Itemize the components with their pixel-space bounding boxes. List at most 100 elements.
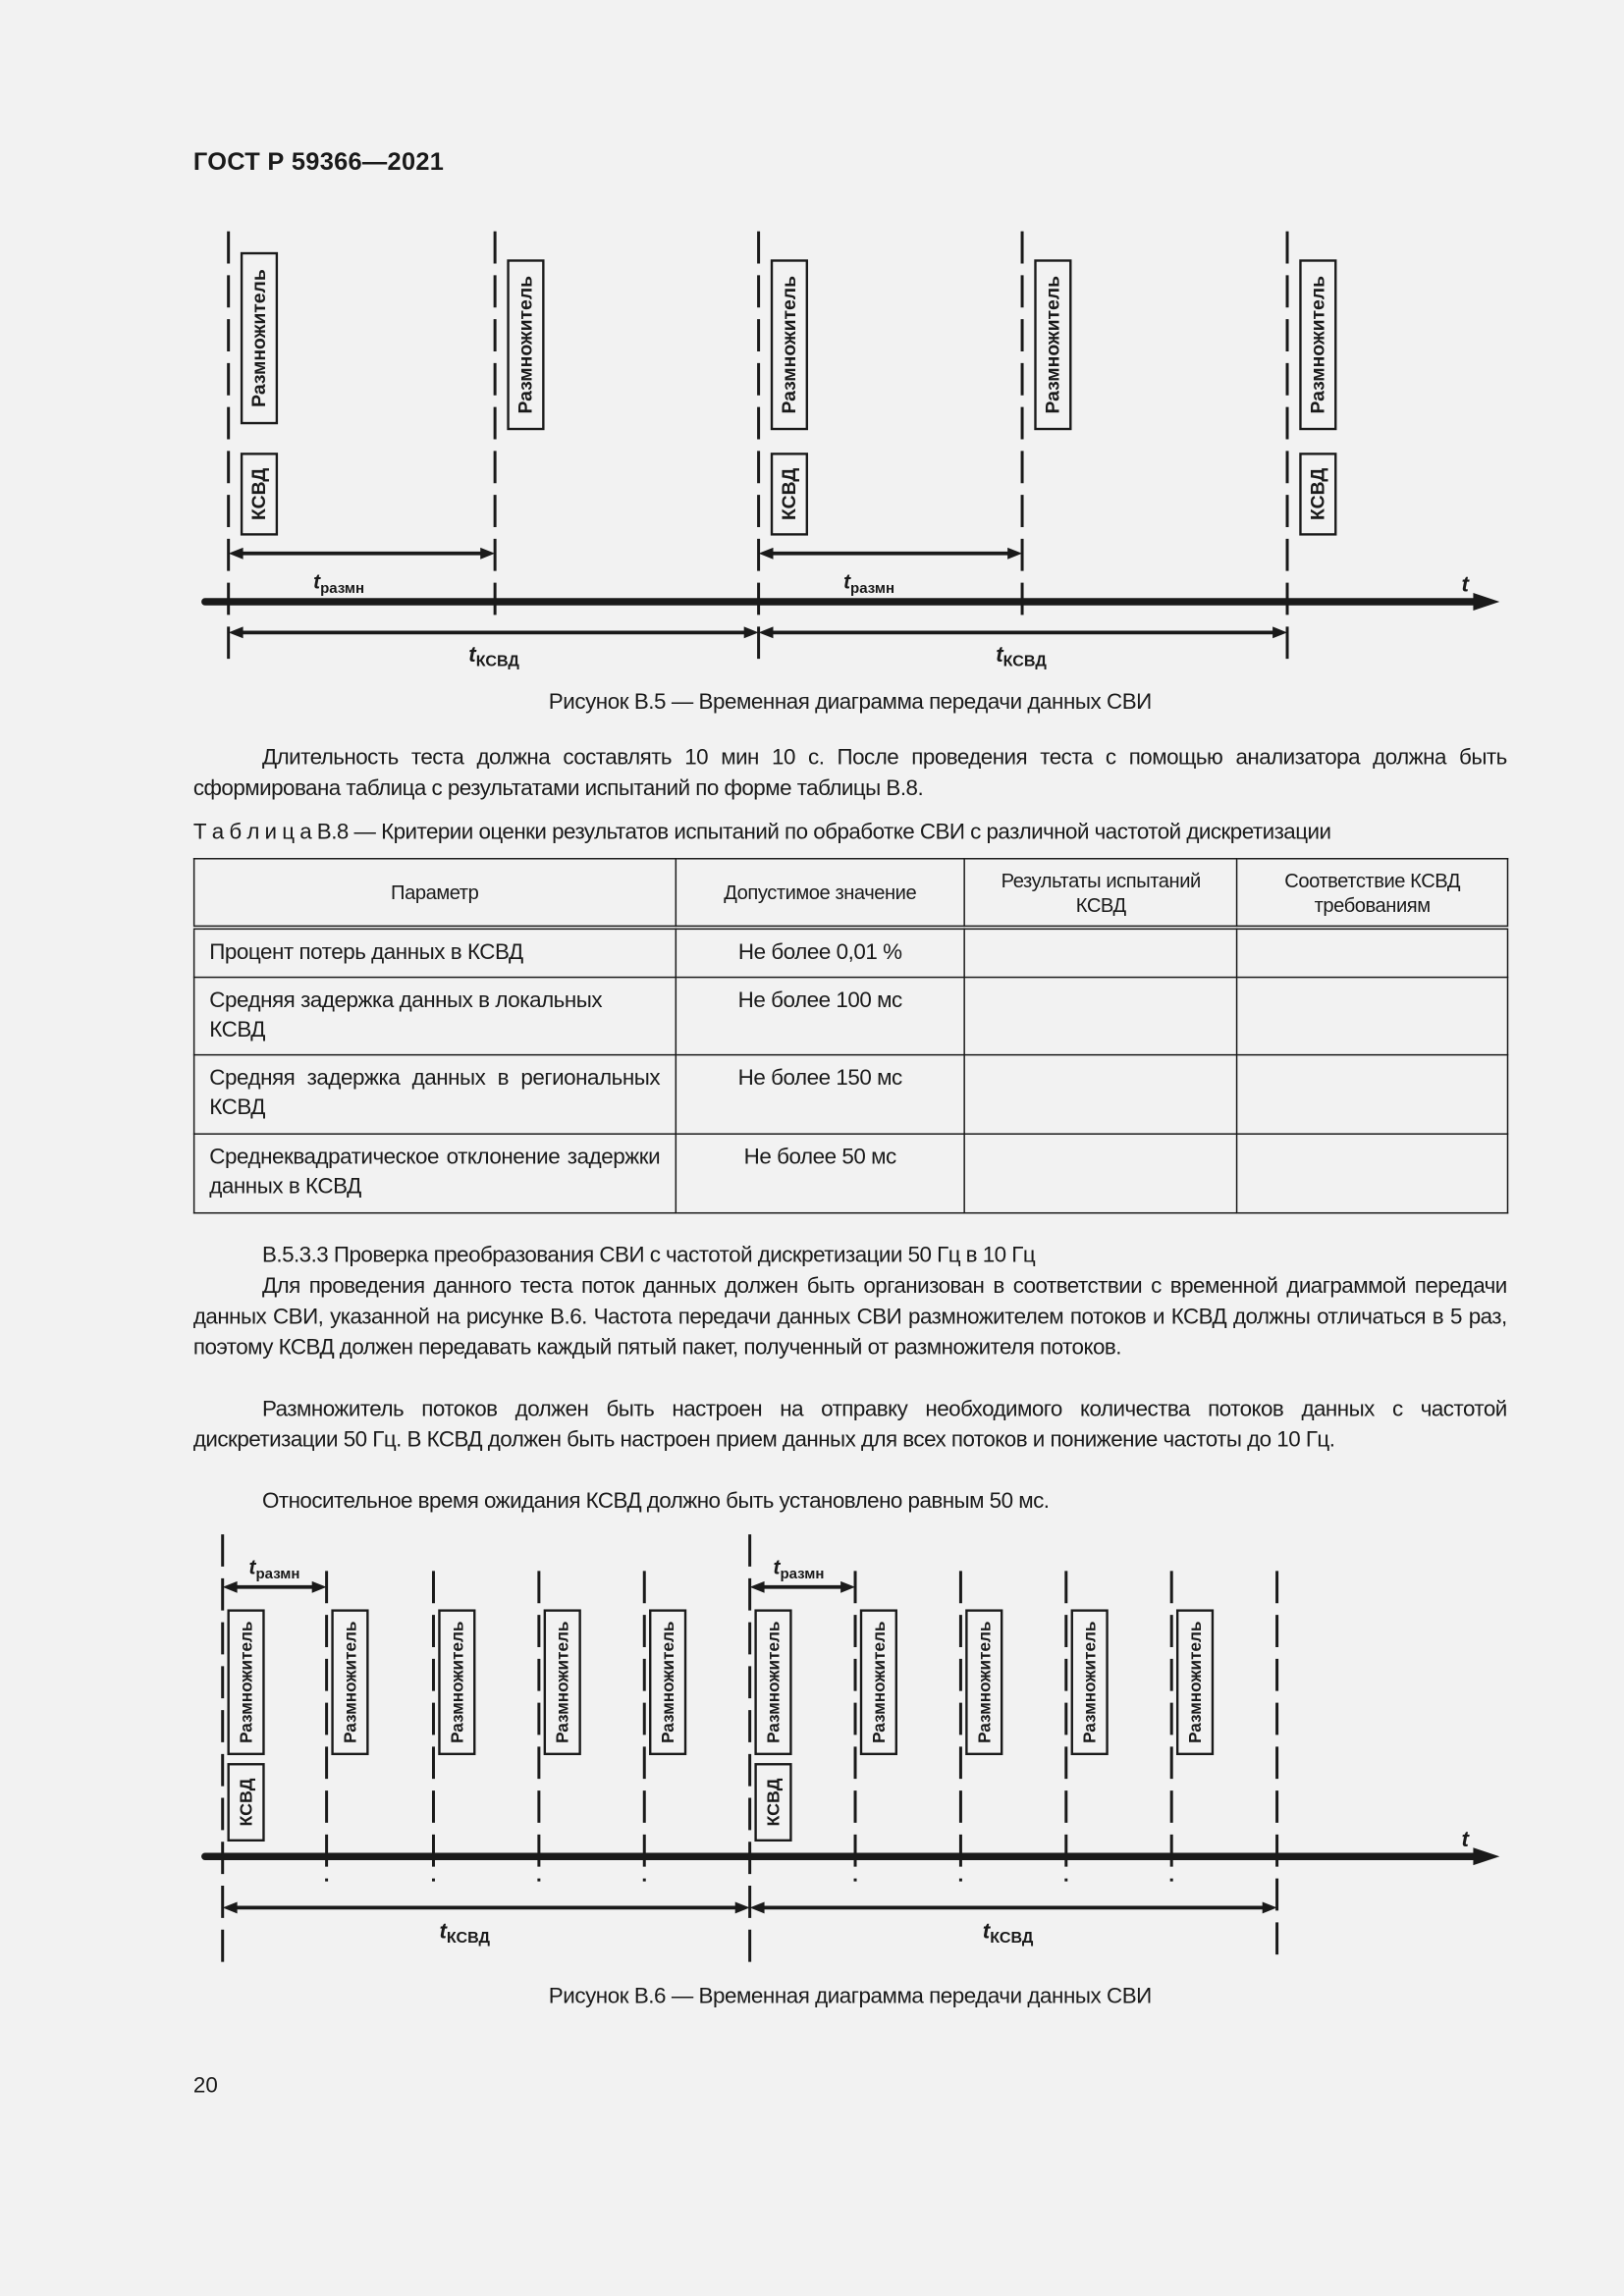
header-parameter: Параметр xyxy=(192,858,677,929)
table-row: Среднеквадратическое отклонение за­держк… xyxy=(192,1133,1509,1214)
figure-b6-diagram: Размножитель КСВД Размножитель Размножитель… xyxy=(201,1534,1500,1962)
multiplier-packet-box xyxy=(1175,1609,1215,1756)
arrowhead-left-icon xyxy=(228,547,244,560)
cell-result xyxy=(963,1133,1238,1214)
arrowhead-left-icon xyxy=(222,1901,238,1914)
ksvd-packet-box xyxy=(770,453,809,536)
multiplier-packet-label: Размножитель xyxy=(658,1622,677,1743)
multiplier-packet-box xyxy=(1299,259,1337,431)
cell-parameter: Средняя задержка данных в регио­нальных … xyxy=(192,1053,677,1135)
table-title: Т а б л и ц а В.8 — Критерии оценки резу… xyxy=(193,817,1507,847)
arrowhead-right-icon xyxy=(1262,1901,1277,1914)
figure-b5-diagram: Размножитель КСВД Размножитель Размножитель… xyxy=(201,231,1500,670)
axis-arrow-icon xyxy=(1473,593,1500,611)
multiplier-packet-box xyxy=(649,1609,687,1756)
page-number: 20 xyxy=(192,2072,218,2099)
cell-result xyxy=(963,976,1238,1056)
figure-b6-caption: Рисунок В.6 — Временная диаграмма переда… xyxy=(548,1983,1152,2009)
axis-label: t xyxy=(1462,1827,1471,1851)
multiplier-packet-label: Размножитель xyxy=(779,276,800,414)
header-compliance: Соответствие КСВД требованиям xyxy=(1236,858,1509,929)
ksvd-packet-label: КСВД xyxy=(248,468,270,520)
table-header-row: Параметр Допустимое значение Результаты … xyxy=(192,858,1509,929)
t-ksvd-label: tКСВД xyxy=(439,1919,490,1947)
arrowhead-right-icon xyxy=(1007,547,1023,560)
cell-parameter: Средняя задержка данных в локальных КСВД xyxy=(192,976,677,1056)
arrowhead-left-icon xyxy=(749,1580,765,1593)
multiplier-packet-label: Размножитель xyxy=(340,1622,359,1743)
ksvd-packet-label: КСВД xyxy=(1307,468,1328,520)
multiplier-packet-label: Размножитель xyxy=(869,1622,889,1743)
cell-value: Не более 150 мс xyxy=(675,1053,966,1135)
multiplier-packet-label: Размножитель xyxy=(1042,276,1063,414)
ksvd-packet-label: КСВД xyxy=(779,468,800,520)
arrowhead-right-icon xyxy=(311,1580,327,1593)
arrowhead-left-icon xyxy=(758,626,774,639)
axis-label: t xyxy=(1462,572,1471,597)
section-paragraph-3: Относительное время ожидания КСВД должно… xyxy=(261,1488,1050,1515)
multiplier-packet-box xyxy=(331,1609,369,1756)
table-title-prefix: Т а б л и ц а В.8 xyxy=(192,820,349,845)
ksvd-packet-label: КСВД xyxy=(237,1778,256,1826)
multiplier-packet-label: Размножитель xyxy=(553,1622,572,1743)
cell-result xyxy=(963,927,1238,979)
arrowhead-left-icon xyxy=(749,1901,765,1914)
cell-value: Не более 50 мс xyxy=(675,1133,966,1214)
multiplier-packet-label: Размножитель xyxy=(1307,276,1328,414)
cell-compliance xyxy=(1236,1053,1509,1135)
multiplier-packet-label: Размножитель xyxy=(1185,1622,1205,1743)
multiplier-packet-label: Размножитель xyxy=(764,1622,784,1743)
multiplier-packet-label: Размножитель xyxy=(447,1622,466,1743)
arrowhead-right-icon xyxy=(743,626,759,639)
arrowhead-right-icon xyxy=(480,547,496,560)
multiplier-packet-label: Размножитель xyxy=(974,1622,994,1743)
ksvd-packet-label: КСВД xyxy=(764,1778,784,1826)
ksvd-packet-box xyxy=(240,453,279,536)
cell-result xyxy=(963,1053,1238,1135)
t-ksvd-label: tКСВД xyxy=(983,1919,1034,1947)
axis-arrow-icon xyxy=(1473,1847,1500,1866)
arrowhead-left-icon xyxy=(758,547,774,560)
multiplier-packet-label: Размножитель xyxy=(1080,1622,1100,1743)
document-header: ГОСТ Р 59366—2021 xyxy=(192,147,445,176)
t-multiplier-label: tразмн xyxy=(249,1556,300,1581)
ksvd-packet-box xyxy=(754,1763,792,1842)
cell-parameter: Среднеквадратическое отклонение за­держк… xyxy=(192,1133,677,1214)
multiplier-packet-box xyxy=(770,259,809,431)
ksvd-packet-box xyxy=(227,1763,265,1842)
multiplier-packet-box xyxy=(1070,1609,1109,1756)
figure-b5-caption: Рисунок В.5 — Временная диаграмма переда… xyxy=(548,689,1152,715)
paragraph-test-duration: Длительность теста должна составлять 10 … xyxy=(192,745,1507,801)
multiplier-packet-label: Размножитель xyxy=(514,276,536,414)
t-multiplier-label: tразмн xyxy=(774,1556,825,1581)
arrowhead-left-icon xyxy=(222,1580,238,1593)
ksvd-packet-box xyxy=(1299,453,1337,536)
arrowhead-right-icon xyxy=(1272,626,1288,639)
multiplier-packet-box xyxy=(1034,259,1072,431)
t-ksvd-label: tКСВД xyxy=(996,642,1047,669)
cell-value: Не более 0,01 % xyxy=(675,927,966,979)
cell-compliance xyxy=(1236,1133,1509,1214)
table-title-text: — Критерии оценки результатов испытаний … xyxy=(348,820,1331,845)
table-row: Средняя задержка данных в регио­нальных … xyxy=(192,1053,1509,1135)
multiplier-packet-box xyxy=(227,1609,265,1756)
multiplier-packet-label: Размножитель xyxy=(237,1622,256,1743)
multiplier-packet-label: Размножитель xyxy=(248,269,270,407)
arrowhead-left-icon xyxy=(228,626,244,639)
multiplier-packet-box xyxy=(859,1609,897,1756)
multiplier-packet-box xyxy=(507,259,545,431)
arrowhead-right-icon xyxy=(734,1901,750,1914)
multiplier-packet-box xyxy=(754,1609,792,1756)
arrowhead-right-icon xyxy=(840,1580,856,1593)
t-ksvd-label: tКСВД xyxy=(468,642,519,669)
table-row: Процент потерь данных в КСВД Не более 0,… xyxy=(192,927,1509,979)
section-paragraph-1: Для проведения данного теста поток данны… xyxy=(192,1273,1507,1361)
multiplier-packet-box xyxy=(965,1609,1003,1756)
multiplier-packet-box xyxy=(543,1609,581,1756)
multiplier-packet-box xyxy=(438,1609,476,1756)
header-test-results: Результаты испытаний КСВД xyxy=(963,858,1238,929)
section-heading: В.5.3.3 Проверка преобразования СВИ с ча… xyxy=(261,1243,1036,1268)
t-multiplier-label: tразмн xyxy=(313,571,364,597)
section-paragraph-2: Размножитель потоков должен быть настрое… xyxy=(192,1396,1507,1453)
